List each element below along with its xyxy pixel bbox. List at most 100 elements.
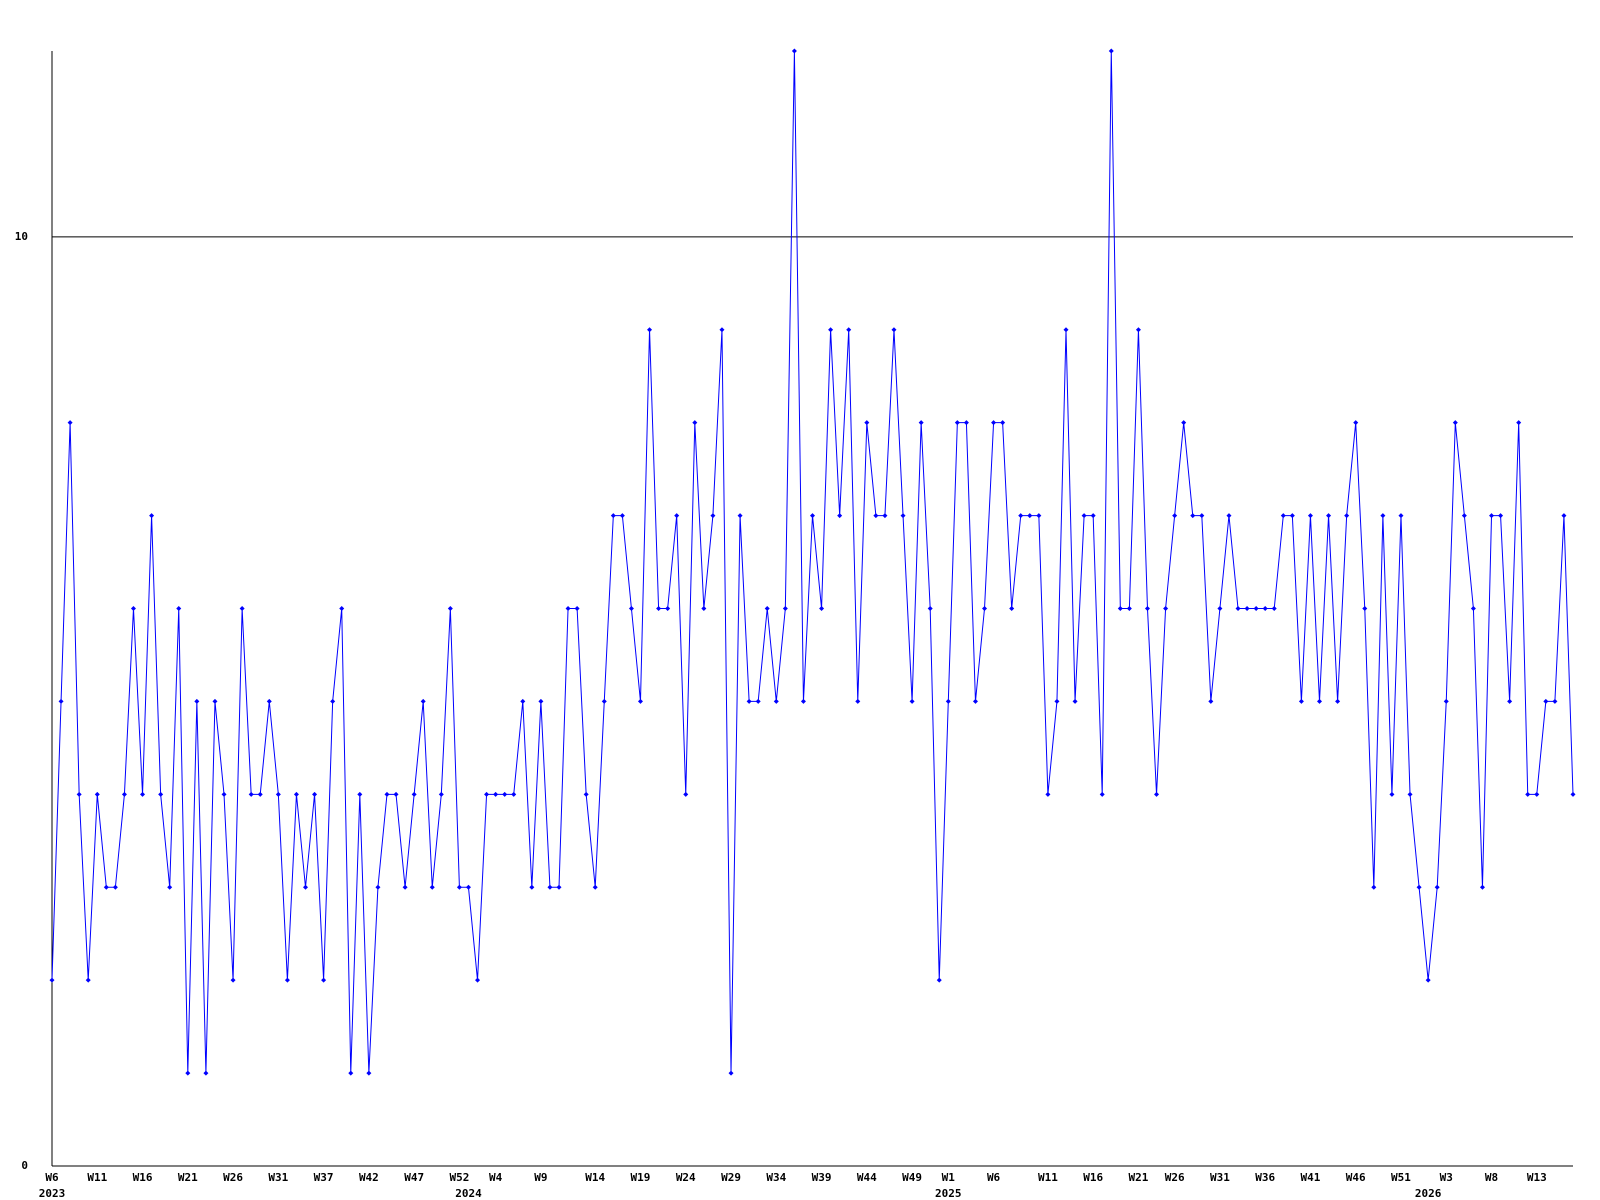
data-point	[674, 513, 680, 519]
data-point	[909, 698, 915, 704]
data-point	[683, 791, 689, 797]
data-point	[520, 698, 526, 704]
data-point	[67, 420, 73, 426]
x-tick-label: W21	[1128, 1171, 1148, 1184]
data-point	[782, 606, 788, 611]
data-point	[1289, 513, 1295, 519]
data-point	[375, 884, 381, 890]
data-point	[1443, 698, 1449, 704]
data-point	[1181, 420, 1187, 426]
x-tick-label: W19	[631, 1171, 651, 1184]
data-point	[312, 791, 318, 797]
data-point	[284, 977, 290, 983]
data-point	[85, 977, 91, 983]
data-point	[1371, 884, 1377, 890]
x-tick-label: W9	[534, 1171, 547, 1184]
x-tick-label: W31	[268, 1171, 288, 1184]
data-point	[212, 698, 218, 704]
data-point	[882, 513, 888, 519]
data-point	[121, 791, 127, 797]
data-point	[647, 327, 653, 333]
data-point	[1353, 420, 1359, 426]
data-point	[112, 884, 118, 890]
data-point	[420, 698, 426, 704]
data-point	[918, 420, 924, 426]
data-point	[438, 791, 444, 797]
data-point	[1199, 513, 1205, 519]
x-tick-label: W26	[1165, 1171, 1185, 1184]
data-point	[773, 698, 779, 704]
data-point	[583, 791, 589, 797]
data-point	[972, 698, 978, 704]
data-point	[1298, 698, 1304, 704]
data-point	[149, 513, 155, 519]
data-point	[76, 791, 82, 797]
x-tick-label: W6	[45, 1171, 59, 1184]
data-point	[619, 513, 625, 519]
data-point	[1570, 791, 1576, 797]
data-point	[130, 606, 136, 611]
data-point	[1108, 48, 1114, 54]
data-point	[1099, 791, 1105, 797]
data-point	[1425, 977, 1431, 983]
x-tick-label: W8	[1485, 1171, 1498, 1184]
data-point	[1452, 420, 1458, 426]
data-point	[601, 698, 607, 704]
data-point	[1461, 513, 1467, 519]
data-point	[692, 420, 698, 426]
data-point	[94, 791, 100, 797]
data-point	[339, 606, 345, 611]
data-point	[176, 606, 182, 611]
data-point	[411, 791, 417, 797]
data-point	[855, 698, 861, 704]
data-point	[746, 698, 752, 704]
data-point	[1344, 513, 1350, 519]
data-point	[710, 513, 716, 519]
x-tick-label: W42	[359, 1171, 379, 1184]
data-point	[393, 791, 399, 797]
data-point	[303, 884, 308, 890]
data-point	[185, 1070, 191, 1076]
data-point	[565, 606, 571, 611]
data-point	[1081, 513, 1087, 519]
data-point	[728, 1070, 734, 1076]
data-point	[1416, 884, 1422, 890]
data-point	[1144, 606, 1150, 611]
data-point	[275, 791, 281, 797]
data-point	[58, 698, 64, 704]
data-point	[266, 698, 272, 704]
data-point	[1226, 513, 1232, 519]
x-tick-label: W44	[857, 1171, 877, 1184]
data-point	[927, 606, 933, 611]
data-point	[665, 606, 671, 611]
data-point	[230, 977, 236, 983]
data-point	[800, 698, 806, 704]
data-point	[737, 513, 743, 519]
data-point	[755, 698, 761, 704]
data-point	[1172, 513, 1178, 519]
data-point	[1154, 791, 1160, 797]
data-point	[719, 327, 725, 333]
x-tick-label: W41	[1301, 1171, 1321, 1184]
data-point	[493, 791, 499, 797]
data-point	[1018, 513, 1024, 519]
data-point	[239, 606, 245, 611]
x-tick-label: W37	[314, 1171, 334, 1184]
data-point	[1561, 513, 1567, 519]
data-point	[1380, 513, 1386, 519]
data-point	[954, 420, 960, 426]
x-tick-label: W51	[1391, 1171, 1411, 1184]
x-tick-label: W4	[489, 1171, 503, 1184]
x-tick-label: W16	[133, 1171, 153, 1184]
data-point	[1027, 513, 1033, 519]
data-point	[1262, 606, 1268, 611]
x-tick-label: W6	[987, 1171, 1001, 1184]
data-point	[1126, 606, 1132, 611]
data-point	[1163, 606, 1169, 611]
data-point	[656, 606, 662, 611]
x-tick-label: W47	[404, 1171, 424, 1184]
x-tick-label: W3	[1440, 1171, 1453, 1184]
data-point	[140, 791, 146, 797]
